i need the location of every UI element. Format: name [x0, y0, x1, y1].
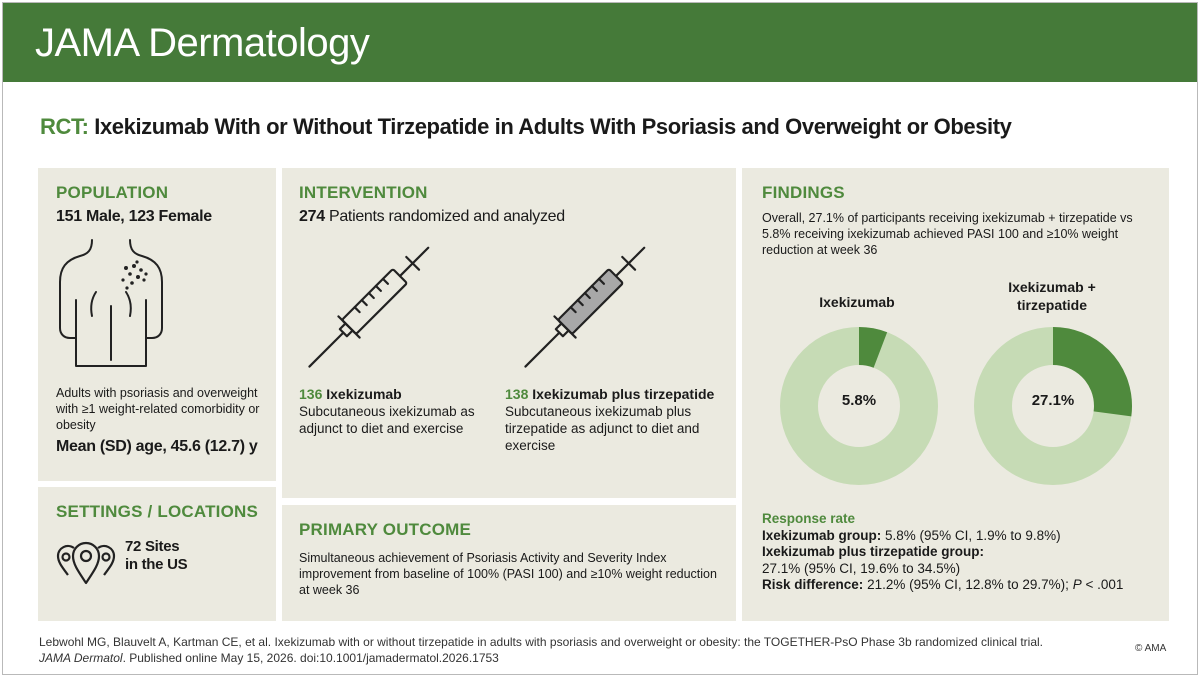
p-label: P: [1072, 577, 1082, 592]
intervention-heading: INTERVENTION: [299, 183, 428, 202]
population-sex-split: 151 Male, 123 Female: [56, 208, 212, 225]
title-tag: RCT:: [40, 114, 89, 139]
donut-label-ixekizumab: Ixekizumab: [819, 294, 895, 310]
sites-line1: 72 Sites: [125, 538, 180, 555]
primary-outcome-heading: PRIMARY OUTCOME: [299, 520, 472, 539]
sites-line2: in the US: [125, 556, 188, 573]
title-text: Ixekizumab With or Without Tirzepatide i…: [94, 114, 1012, 139]
copyright: © AMA: [1135, 643, 1167, 654]
torso-psoriasis-icon: [59, 239, 163, 367]
arm-combination: 138 Ixekizumab plus tirzepatide Subcutan…: [505, 386, 735, 454]
response-rate-heading: Response rate: [762, 511, 856, 526]
randomized-count: 274: [299, 208, 325, 225]
risk-difference-value: 21.2% (95% CI, 12.8% to 29.7%);: [867, 577, 1069, 592]
population-description: Adults with psoriasis and overweight wit…: [56, 386, 260, 432]
response-g2-label: Ixekizumab plus tirzepatide group:: [762, 544, 985, 559]
risk-difference-label: Risk difference:: [762, 577, 864, 592]
primary-outcome-panel: PRIMARY OUTCOME Simultaneous achievement…: [282, 505, 736, 621]
donut-value-combination: 27.1%: [1031, 392, 1075, 409]
response-rate-block: Response rate Ixekizumab group: 5.8% (95…: [762, 511, 1162, 594]
arm-ixekizumab-n: 136: [299, 386, 323, 402]
donut-chart-ixekizumab: [780, 327, 938, 485]
donut-label-combination: Ixekizumab + tirzepatide: [1008, 279, 1096, 313]
population-heading: POPULATION: [56, 183, 169, 202]
response-g2-value: 27.1% (95% CI, 19.6% to 34.5%): [762, 560, 961, 576]
syringe-filled-icon: [524, 246, 646, 368]
population-panel: POPULATION 151 Male, 123 Female Adults w…: [38, 168, 276, 481]
syringe-icon: [308, 246, 430, 368]
intervention-summary: 274 Patients randomized and analyzed: [299, 208, 565, 226]
risk-difference: Risk difference: 21.2% (95% CI, 12.8% to…: [762, 577, 1162, 594]
findings-panel: FINDINGS Overall, 27.1% of participants …: [742, 168, 1169, 621]
arm-ixekizumab: 136 Ixekizumab Subcutaneous ixekizumab a…: [299, 386, 499, 437]
citation-line1: Lebwohl MG, Blauvelt A, Kartman CE, et a…: [39, 635, 1044, 649]
page-title: RCT: Ixekizumab With or Without Tirzepat…: [40, 114, 1012, 140]
donut-value-ixekizumab: 5.8%: [841, 392, 877, 409]
arm-ixekizumab-description: Subcutaneous ixekizumab as adjunct to di…: [299, 404, 475, 436]
response-g1: Ixekizumab group: 5.8% (95% CI, 1.9% to …: [762, 528, 1162, 545]
donut-segment-combination: [974, 327, 1132, 485]
population-age: Mean (SD) age, 45.6 (12.7) y: [56, 438, 258, 455]
findings-heading: FINDINGS: [762, 183, 845, 202]
sites-count: 72 Sites in the US: [125, 538, 188, 574]
citation-line2: . Published online May 15, 2026. doi:10.…: [122, 651, 499, 665]
arm-combination-n: 138: [505, 386, 529, 402]
settings-panel: SETTINGS / LOCATIONS 72 Sites in the US: [38, 487, 276, 621]
arm-combination-description: Subcutaneous ixekizumab plus tirzepatide…: [505, 404, 700, 453]
arm-ixekizumab-heading: 136 Ixekizumab: [299, 386, 499, 403]
citation-journal: JAMA Dermatol: [39, 651, 123, 665]
settings-heading: SETTINGS / LOCATIONS: [56, 502, 259, 521]
citation-line2-wrap: JAMA Dermatol. Published online May 15, …: [39, 650, 1139, 666]
p-value: < .001: [1085, 577, 1124, 592]
journal-name: JAMA Dermatology: [35, 21, 370, 65]
response-g1-value: 5.8% (95% CI, 1.9% to 9.8%): [885, 527, 1061, 543]
response-g1-label: Ixekizumab group:: [762, 527, 882, 543]
intervention-panel: INTERVENTION 274 Patients randomized and…: [282, 168, 736, 498]
citation: Lebwohl MG, Blauvelt A, Kartman CE, et a…: [39, 634, 1139, 666]
arm-combination-name: Ixekizumab plus tirzepatide: [532, 386, 715, 402]
map-pins-icon: [56, 541, 116, 585]
journal-header: JAMA Dermatology: [3, 3, 1197, 82]
arm-ixekizumab-name: Ixekizumab: [326, 386, 402, 402]
arm-combination-heading: 138 Ixekizumab plus tirzepatide: [505, 386, 735, 403]
findings-intro: Overall, 27.1% of participants receiving…: [762, 211, 1133, 257]
donut-chart-combination: [974, 327, 1132, 485]
randomized-text: Patients randomized and analyzed: [328, 208, 565, 225]
donut-segment-ixekizumab: [780, 327, 938, 485]
primary-outcome-text: Simultaneous achievement of Psoriasis Ac…: [299, 551, 717, 597]
